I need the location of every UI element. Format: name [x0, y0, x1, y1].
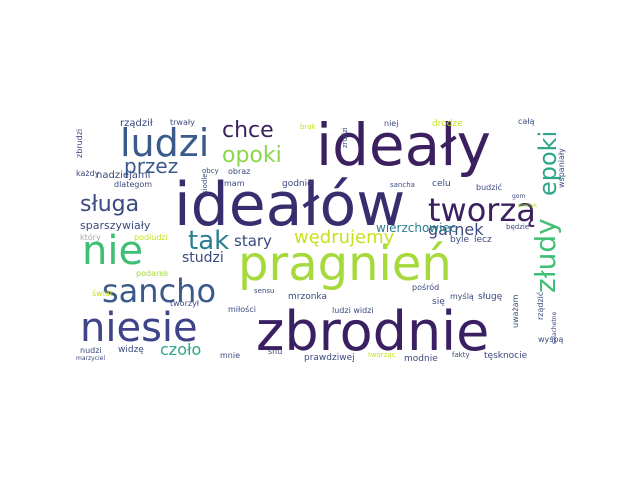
- word-siodle: siodle: [201, 173, 209, 194]
- word-obcy: obcy: [202, 167, 219, 175]
- word-tworzac: tworząc: [368, 351, 396, 359]
- word-lecz: lecz: [474, 235, 492, 245]
- word-opoki: opoki: [222, 143, 282, 168]
- word-obraz: obraz: [228, 167, 251, 176]
- word-garnek: garnek: [428, 220, 484, 239]
- word-mysla: myślą: [450, 292, 474, 301]
- word-zludy: złudy: [529, 218, 562, 293]
- word-ludzi-widzi: ludzi widzi: [332, 306, 374, 315]
- word-celu: celu: [432, 179, 451, 189]
- word-uwazam: uważam: [511, 294, 520, 328]
- word-drodze: drodze: [432, 119, 463, 129]
- word-wedrujemy: wędrujemy: [294, 227, 395, 248]
- word-wyspa: wyspą: [538, 335, 564, 344]
- word-czolo: czoło: [160, 340, 202, 359]
- word-ludzi: ludzi: [120, 121, 210, 165]
- word-modnie: modnie: [404, 354, 438, 364]
- word-sancha: sancha: [390, 181, 415, 189]
- word-sluge: sługę: [478, 292, 503, 302]
- word-gom: gom: [512, 193, 526, 200]
- word-szlachetne: szlachetne: [551, 311, 558, 344]
- word-swiat: świat: [92, 289, 113, 298]
- word-marzyciel: marzyciel: [76, 355, 106, 362]
- word-cala: całą: [518, 117, 535, 126]
- word-nie: nie: [82, 228, 144, 274]
- word-dlategom: dlategom: [114, 180, 153, 189]
- word-bedzie: będzie: [506, 223, 530, 231]
- word-pragnien: pragnień: [238, 236, 452, 292]
- word-sluga: sługa: [80, 192, 140, 217]
- word-byle: byle: [450, 235, 470, 245]
- word-cloud: ideały ideałów pragnień zbrodnie niesie …: [72, 112, 572, 370]
- word-tworza: tworzą: [428, 191, 536, 229]
- word-wierzchowiec: wierzchowiec: [376, 221, 457, 235]
- word-studzi: studzi: [182, 250, 224, 266]
- word-idealy: ideały: [316, 111, 491, 179]
- word-sancho: sancho: [102, 272, 217, 310]
- word-tesknocie: tęsknocie: [484, 351, 528, 361]
- word-przez: przez: [124, 154, 179, 178]
- word-nudzi: nudzi: [80, 346, 102, 355]
- word-zbrodnie: zbrodnie: [256, 300, 490, 363]
- word-sparszywialy: sparszywiały: [80, 219, 151, 232]
- word-zrodzi: zrodzi: [341, 127, 349, 148]
- word-mrzonka: mrzonka: [288, 292, 327, 302]
- word-niesie: niesie: [80, 305, 198, 351]
- word-tak: tak: [188, 226, 230, 256]
- word-mnie: mnie: [220, 351, 241, 360]
- word-trwaly: trwały: [170, 118, 195, 127]
- word-milosci: miłości: [228, 305, 256, 314]
- word-chce: chce: [222, 118, 274, 143]
- word-ktory: który: [80, 233, 101, 242]
- word-praktyk: praktyk: [518, 203, 538, 209]
- word-rzadzic: rządzić: [536, 291, 545, 320]
- word-zbrudzi: zbrudzi: [75, 128, 84, 158]
- word-fakty: fakty: [452, 351, 470, 359]
- word-brak: brak: [300, 123, 316, 131]
- word-prawdziwej: prawdziwej: [304, 353, 355, 363]
- word-stary: stary: [234, 232, 272, 250]
- word-sie: się: [432, 297, 445, 307]
- word-widze: widzę: [118, 345, 144, 355]
- word-budzic: budzić: [476, 183, 503, 192]
- word-snu: snu: [268, 347, 283, 356]
- word-tworzyl: tworzył: [170, 299, 200, 308]
- word-mam: mam: [224, 179, 245, 188]
- word-nadziejami: nadziejami: [96, 170, 151, 181]
- word-niej: niej: [384, 119, 399, 128]
- word-posrod: pośród: [412, 283, 440, 292]
- word-wspanialy: wspaniały: [557, 148, 566, 188]
- word-godnie: godnie: [282, 179, 313, 189]
- word-podarek: podarek: [136, 269, 169, 278]
- word-rzadzil: rządził: [120, 118, 153, 129]
- word-podludzi: podludzi: [134, 233, 168, 242]
- word-kazdy: każdy: [76, 169, 100, 178]
- word-sensu: sensu: [254, 287, 275, 295]
- word-idealow: ideałów: [174, 170, 406, 240]
